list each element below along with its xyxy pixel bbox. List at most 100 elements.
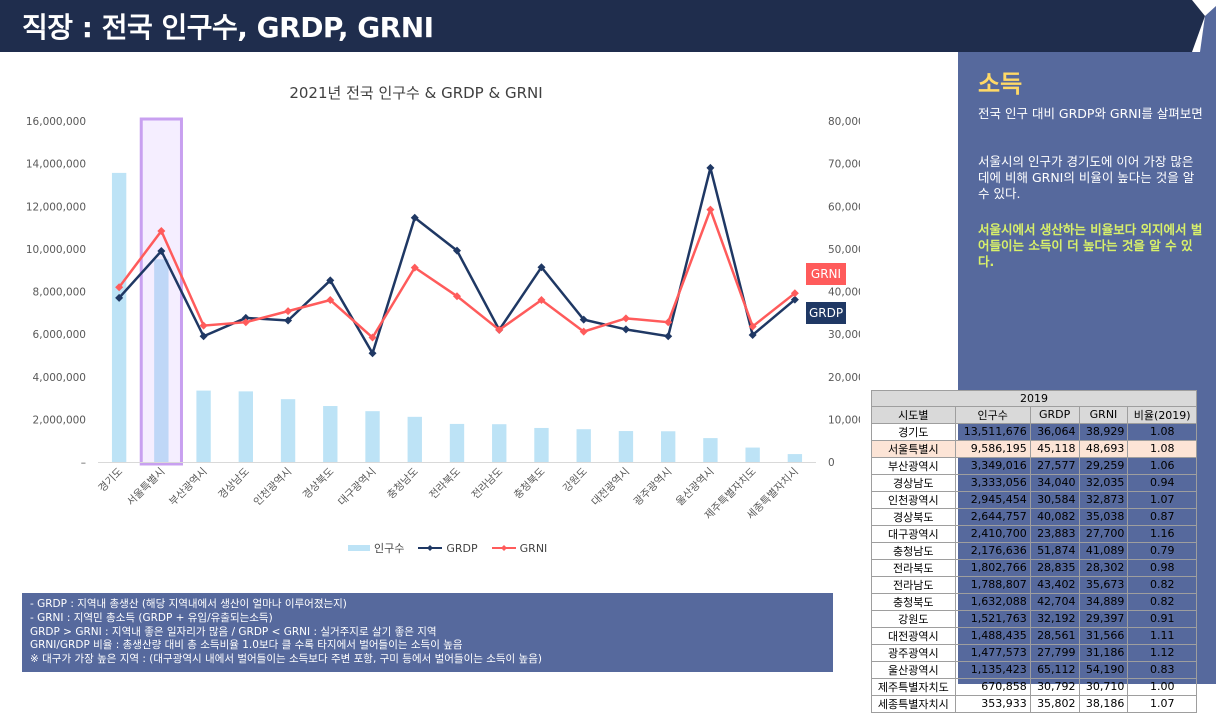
- bar-population: [703, 438, 718, 462]
- table-cell: 32,873: [1078, 490, 1129, 509]
- table-cell: 1.07: [1127, 694, 1197, 713]
- point-grni: [241, 318, 250, 327]
- x-tick-label: 대전광역시: [589, 466, 632, 509]
- point-grdp: [453, 246, 461, 255]
- legend-item-population: 인구수: [348, 540, 404, 556]
- table-cell: 0.79: [1127, 541, 1197, 560]
- table-row: 인천광역시 2,945,454 30,584 32,873 1.07: [871, 490, 1197, 509]
- table-row: 경상남도 3,333,056 34,040 32,035 0.94: [871, 473, 1197, 492]
- chart-legend: 인구수 GRDP GRNI: [348, 540, 547, 556]
- bar-population: [534, 427, 549, 462]
- table-cell: 32,192: [1029, 609, 1080, 628]
- table-cell: 1.16: [1127, 524, 1197, 543]
- table-cell: 1.11: [1127, 626, 1197, 645]
- header-background: [0, 0, 1216, 52]
- bar-population: [323, 406, 338, 462]
- y-right-tick-label: 50,000: [828, 244, 860, 256]
- table-row: 부산광역시 3,349,016 27,577 29,259 1.06: [871, 456, 1197, 475]
- bar-population: [787, 454, 803, 462]
- y-right-tick-label: 30,000: [828, 329, 860, 341]
- x-tick-label: 광주광역시: [632, 466, 675, 509]
- x-tick-label: 인천광역시: [252, 466, 295, 509]
- table-header-row: 시도별 인구수 GRDP GRNI 비율(2019): [871, 405, 1197, 424]
- table-row: 전라남도 1,788,807 43,402 35,673 0.82: [871, 575, 1197, 594]
- table-row: 대전광역시 1,488,435 28,561 31,566 1.11: [871, 626, 1197, 645]
- table-row: 대구광역시 2,410,700 23,883 27,700 1.16: [871, 524, 1197, 543]
- page-title: 직장 : 전국 인구수, GRDP, GRNI: [22, 11, 434, 44]
- table-cell: 43,402: [1029, 575, 1080, 594]
- bar-population: [238, 391, 254, 462]
- point-grni: [621, 314, 630, 323]
- table-cell: 인천광역시: [871, 490, 956, 509]
- table-cell: 9,586,195: [954, 439, 1031, 458]
- point-grdp: [706, 163, 715, 172]
- data-table: 2019 시도별 인구수 GRDP GRNI 비율(2019) 경기도 13,511,67…: [871, 390, 1197, 713]
- table-cell: 35,802: [1029, 694, 1080, 713]
- table-cell: 대전광역시: [871, 626, 956, 645]
- point-grdp: [621, 325, 630, 334]
- x-tick-label: 부산광역시: [167, 466, 210, 509]
- bar-population: [660, 431, 676, 462]
- point-grni: [199, 321, 208, 330]
- y-left-tick-label: 14,000,000: [26, 159, 86, 171]
- table-cell: 51,874: [1029, 541, 1080, 560]
- table-column-header: 인구수: [954, 405, 1031, 424]
- panel-title: 소득: [978, 70, 1023, 98]
- table-cell: 전라북도: [871, 558, 956, 577]
- table-cell: 경상북도: [871, 507, 956, 526]
- point-grni: [495, 325, 504, 334]
- x-tick-label: 강원도: [561, 465, 590, 494]
- table-column-header: 시도별: [871, 405, 956, 424]
- x-tick-label: 경기도: [96, 465, 126, 495]
- table-cell: 2,644,757: [954, 507, 1031, 526]
- x-tick-label: 대구광역시: [336, 466, 379, 509]
- x-tick-label: 서울특별시: [125, 466, 168, 509]
- table-row: 서울특별시 9,586,195 45,118 48,693 1.08: [871, 439, 1197, 458]
- table-cell: 전라남도: [871, 575, 956, 594]
- table-cell: 30,710: [1078, 677, 1129, 696]
- table-cell: 28,302: [1078, 558, 1129, 577]
- table-row: 광주광역시 1,477,573 27,799 31,186 1.12: [871, 643, 1197, 662]
- table-cell: 54,190: [1078, 660, 1129, 679]
- table-cell: 38,929: [1078, 422, 1129, 441]
- point-grdp: [579, 315, 588, 324]
- table-cell: 23,883: [1029, 524, 1080, 543]
- panel-text-seoul: 서울시의 인구가 경기도에 이어 가장 많은 데에 비해 GRNI의 비율이 높…: [978, 154, 1195, 201]
- grdp-tag: GRDP: [806, 302, 846, 324]
- legend-label-grni: GRNI: [519, 541, 548, 555]
- point-grni: [790, 289, 799, 298]
- table-row: 강원도 1,521,763 32,192 29,397 0.91: [871, 609, 1197, 628]
- point-grdp: [790, 295, 799, 304]
- y-left-tick-label: 6,000,000: [33, 329, 86, 341]
- y-right-tick-label: 60,000: [828, 201, 860, 213]
- table-cell: 1.07: [1127, 490, 1197, 509]
- x-tick-label: 전라북도: [427, 465, 463, 501]
- bar-population: [618, 431, 634, 462]
- x-tick-label: 경상남도: [215, 465, 252, 502]
- table-row: 충청북도 1,632,088 42,704 34,889 0.82: [871, 592, 1197, 611]
- table-cell: 1,477,573: [954, 643, 1031, 662]
- table-cell: 28,561: [1029, 626, 1080, 645]
- table-cell: 2,945,454: [954, 490, 1031, 509]
- y-left-tick-label: 2,000,000: [33, 414, 86, 426]
- chart-title: 2021년 전국 인구수 & GRDP & GRNI: [289, 84, 542, 102]
- table-cell: 27,577: [1029, 456, 1080, 475]
- point-grni: [453, 292, 461, 301]
- table-row: 울산광역시 1,135,423 65,112 54,190 0.83: [871, 660, 1197, 679]
- table-cell: 27,700: [1078, 524, 1129, 543]
- table-cell: 34,040: [1029, 473, 1080, 492]
- table-cell: 0.91: [1127, 609, 1197, 628]
- table-cell: 3,349,016: [954, 456, 1031, 475]
- table-cell: 35,673: [1078, 575, 1129, 594]
- table-cell: 울산광역시: [871, 660, 956, 679]
- point-grni: [284, 307, 293, 316]
- y-right-tick-label: 10,000: [828, 414, 860, 426]
- point-grdp: [410, 213, 419, 222]
- table-cell: 0.98: [1127, 558, 1197, 577]
- table-cell: 부산광역시: [871, 456, 956, 475]
- table-cell: 32,035: [1078, 473, 1129, 492]
- x-tick-label: 충청남도: [385, 465, 421, 501]
- table-cell: 35,038: [1078, 507, 1129, 526]
- point-grni: [368, 333, 377, 342]
- point-grni: [537, 296, 546, 305]
